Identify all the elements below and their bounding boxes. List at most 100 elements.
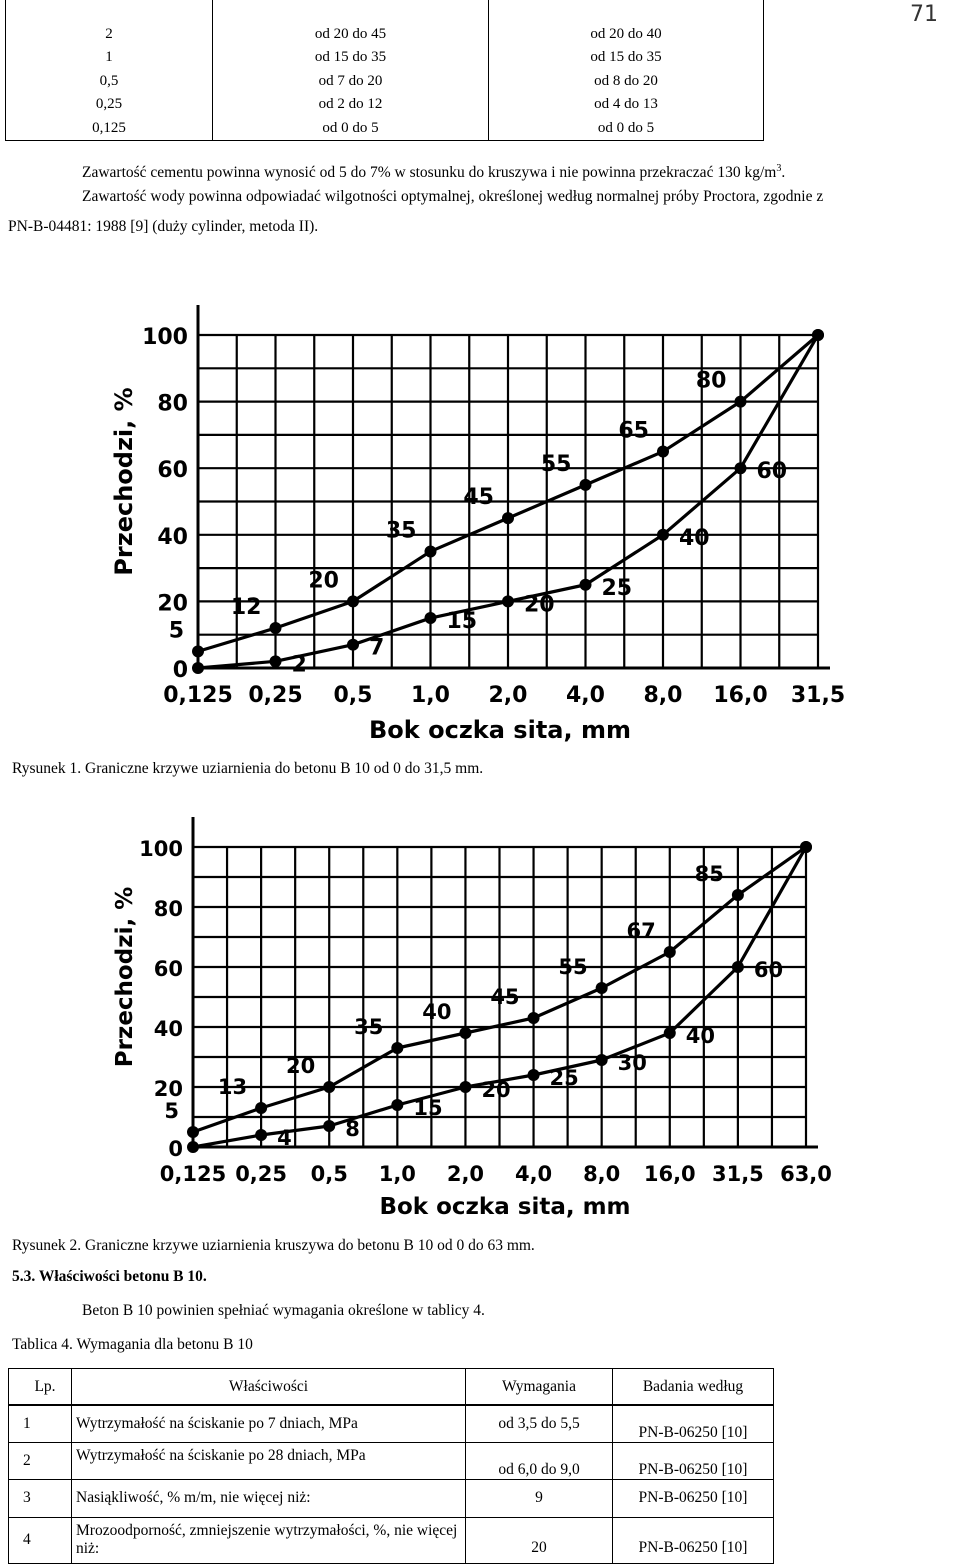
data-label: 35 (354, 1015, 383, 1039)
table-cell: od 20 do 45 (314, 26, 387, 42)
data-point (734, 395, 747, 408)
data-point (657, 528, 669, 541)
data-point (527, 1012, 540, 1024)
grading-chart-1: 0 20 40 60 80 100 0,125 0,25 0,5 1,0 2,0 4,0 8,0 16,0… (110, 305, 845, 744)
table-row: 2 Wytrzymałość na ściskanie po 28 dniach… (8, 1441, 774, 1480)
table-cell: 1 (105, 49, 113, 66)
data-point (579, 578, 592, 591)
table-cell: od 8 do 20 (594, 72, 658, 89)
x-tick-label: 0,25 (235, 1162, 287, 1186)
x-tick-label: 4,0 (515, 1162, 552, 1186)
sieve-table: 2 1 0,5 0,25 0,125 od 20 do 45 od 15 do … (5, 0, 764, 141)
data-point (734, 462, 747, 475)
header-requirements: Wymagania (465, 1368, 613, 1406)
x-tick-label: 0,25 (248, 683, 302, 708)
x-tick-label: 31,5 (791, 683, 845, 708)
table-row: 1 Wytrzymałość na ściskanie po 7 dniach,… (8, 1404, 774, 1443)
row-property: Nasiąkliwość, % m/m, nie więcej niż: (71, 1478, 466, 1518)
range-column-b: od 20 do 40 od 15 do 35 od 8 do 20 od 4 … (488, 0, 764, 141)
x-tick-label: 0,5 (311, 1162, 348, 1186)
chart-grid (191, 845, 808, 1149)
x-tick-label: 16,0 (644, 1162, 696, 1186)
data-point (192, 645, 204, 658)
y-tick-label: 80 (154, 897, 183, 921)
x-tick-label: 0,125 (163, 683, 233, 708)
data-label: 40 (422, 1000, 451, 1024)
data-point (579, 478, 592, 491)
row-property: Wytrzymałość na ściskanie po 28 dniach, … (71, 1441, 466, 1480)
data-label: 65 (618, 419, 649, 444)
data-label: 7 (369, 636, 384, 661)
data-point (502, 512, 514, 525)
table-cell: 0,125 (92, 119, 126, 136)
row-requirement: 9 (465, 1478, 613, 1518)
section-heading: 5.3. Właściwości betonu B 10. (12, 1268, 207, 1285)
header-test-method: Badania według (612, 1368, 774, 1406)
table-header-row: Lp. Właściwości Wymagania Badania według (8, 1368, 774, 1406)
y-axis-label: Przechodzi, % (112, 887, 138, 1068)
paragraph-text: Zawartość cementu powinna wynosić od 5 d… (82, 164, 777, 182)
data-label: 13 (218, 1075, 247, 1099)
data-point (424, 612, 437, 625)
data-label: 15 (447, 609, 478, 634)
row-test-method: PN-B-06250 [10] (612, 1516, 774, 1564)
x-tick-label: 1,0 (411, 683, 450, 708)
paragraph-cement: Zawartość cementu powinna wynosić od 5 d… (82, 154, 785, 188)
y-tick-label: 100 (142, 325, 188, 350)
data-point (731, 889, 744, 901)
requirements-table: Lp. Właściwości Wymagania Badania według… (8, 1368, 774, 1564)
data-point (192, 662, 204, 674)
data-label: 5 (169, 618, 184, 643)
row-property: Mrozoodporność, zmniejszenie wytrzymałoś… (71, 1516, 466, 1564)
data-label: 20 (524, 592, 555, 617)
data-point (323, 1120, 336, 1132)
table-cell: 0,25 (95, 96, 123, 113)
data-label: 5 (164, 1099, 179, 1123)
y-tick-label: 40 (157, 525, 188, 550)
paragraph-water-line2: PN-B-04481: 1988 [9] (duży cylinder, met… (8, 218, 319, 235)
data-point (800, 841, 812, 853)
data-label: 85 (695, 862, 724, 886)
table-title: Tablica 4. Wymagania dla betonu B 10 (12, 1336, 253, 1353)
table-cell: od 20 do 40 (590, 26, 662, 42)
data-point (187, 1126, 199, 1138)
data-label: 45 (490, 985, 519, 1009)
x-tick-label: 1,0 (379, 1162, 416, 1186)
data-point (459, 1027, 472, 1039)
lower-grading-curve (192, 846, 808, 1149)
data-point (269, 622, 282, 635)
row-lp: 1 (8, 1404, 72, 1443)
table-cell: 0,5 (99, 72, 119, 89)
data-label: 55 (558, 955, 587, 979)
y-tick-label: 0 (168, 1137, 183, 1161)
data-point (255, 1102, 268, 1114)
range-column-a: od 20 do 45 od 15 do 35 od 7 do 20 od 2 … (212, 0, 489, 141)
data-point (391, 1042, 404, 1054)
y-axis-label: Przechodzi, % (110, 387, 138, 575)
data-point (347, 595, 359, 608)
data-point (657, 445, 669, 458)
data-label: 60 (754, 958, 783, 982)
y-tick-label: 60 (157, 458, 188, 483)
table-cell: 2 (105, 26, 113, 42)
table-cell: od 15 do 35 (590, 49, 662, 66)
data-label: 55 (541, 452, 572, 477)
y-tick-label: 20 (157, 591, 188, 616)
y-tick-label: 60 (154, 957, 183, 981)
data-label: 40 (686, 1024, 715, 1048)
header-properties: Właściwości (71, 1368, 466, 1406)
data-label: 45 (463, 485, 494, 510)
data-point (323, 1081, 336, 1093)
y-tick-label: 100 (139, 837, 183, 861)
row-lp: 3 (8, 1478, 72, 1518)
data-point (269, 655, 282, 668)
x-tick-label: 2,0 (489, 683, 528, 708)
data-point (459, 1081, 472, 1093)
row-requirement: od 6,0 do 9,0 (465, 1441, 613, 1480)
row-test-method: PN-B-06250 [10] (612, 1441, 774, 1480)
x-tick-label: 16,0 (713, 683, 767, 708)
y-tick-label: 40 (154, 1017, 183, 1041)
data-label: 20 (308, 568, 339, 593)
data-point (595, 982, 608, 994)
table-cell: od 15 do 35 (314, 49, 387, 66)
